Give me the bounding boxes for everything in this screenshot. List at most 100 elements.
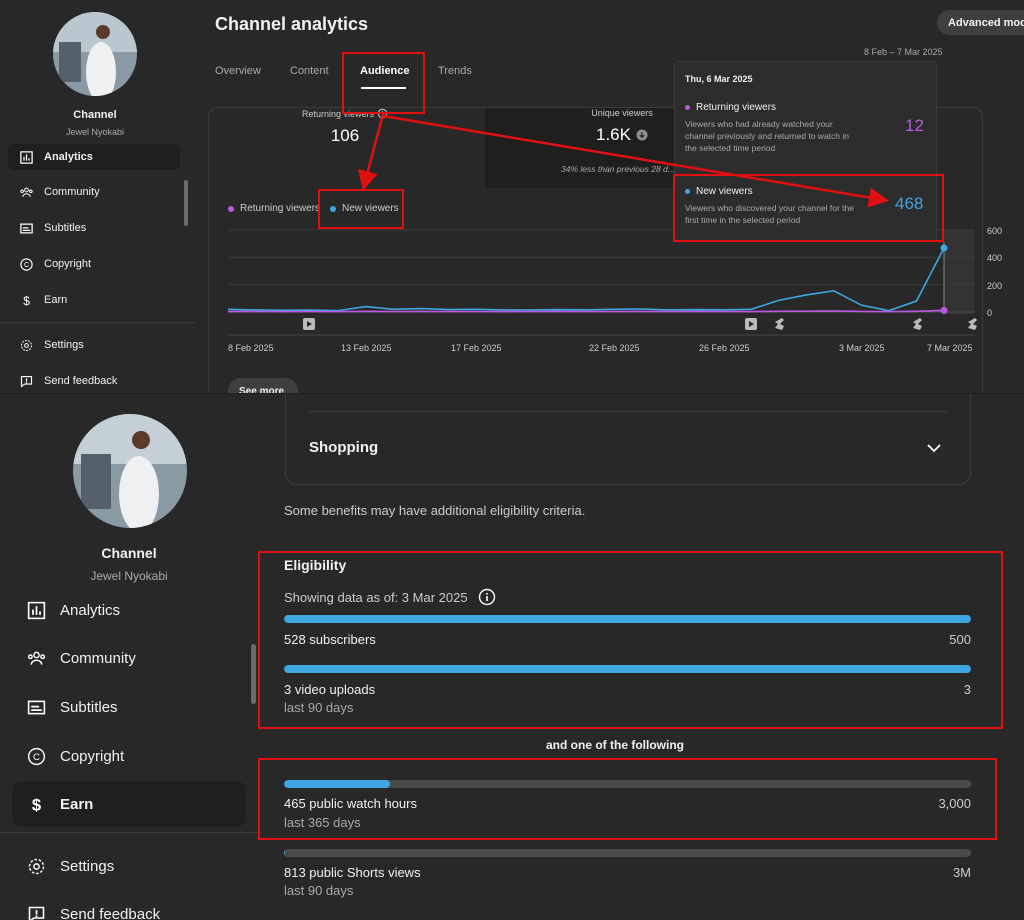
legend-returning[interactable]: Returning viewers xyxy=(228,203,320,214)
sidebar-item-subtitles[interactable]: Subtitles xyxy=(12,684,246,730)
sidebar-item-analytics[interactable]: Analytics xyxy=(8,144,180,170)
svg-text:$: $ xyxy=(31,795,40,814)
legend-new[interactable]: New viewers xyxy=(330,203,399,214)
sidebar-item-label: Settings xyxy=(60,857,115,875)
progress-fill xyxy=(284,615,971,623)
shorts-marker-icon[interactable] xyxy=(968,318,977,330)
sidebar-item-earn[interactable]: $ Earn xyxy=(12,781,246,827)
dollar-icon: $ xyxy=(8,293,44,308)
metric-label: Returning viewers xyxy=(301,108,375,119)
tab-active-indicator xyxy=(361,87,406,89)
shorts-views-label: 813 public Shorts views xyxy=(284,865,421,880)
see-more-button[interactable]: See more xyxy=(228,378,298,393)
sidebar-item-label: Send feedback xyxy=(60,905,161,920)
tab-content[interactable]: Content xyxy=(290,65,329,77)
progress-fill xyxy=(284,780,391,788)
shorts-marker-icon[interactable] xyxy=(913,318,922,330)
earn-screenshot: Channel Jewel Nyokabi Analytics Communit… xyxy=(0,393,1024,920)
analytics-icon xyxy=(12,600,60,621)
benefits-panel xyxy=(285,394,971,485)
x-tick-label: 13 Feb 2025 xyxy=(341,343,392,353)
sidebar-item-subtitles[interactable]: Subtitles xyxy=(8,215,180,241)
audience-card xyxy=(208,107,983,393)
channel-avatar[interactable] xyxy=(73,414,187,528)
tooltip-new-title: New viewers xyxy=(685,186,753,197)
sidebar-item-send-feedback[interactable]: Send feedback xyxy=(8,368,180,393)
feedback-icon xyxy=(8,374,44,389)
tooltip-label: New viewers xyxy=(696,186,753,197)
y-tick-label: 400 xyxy=(987,253,1003,263)
panel-divider xyxy=(309,411,947,412)
sidebar-item-label: Analytics xyxy=(60,601,121,619)
tooltip-new-desc: Viewers who discovered your channel for … xyxy=(685,203,854,225)
series-point-returning-viewers[interactable] xyxy=(940,306,948,314)
sidebar-scrollbar[interactable] xyxy=(251,644,256,704)
hover-band xyxy=(944,230,974,314)
benefits-note: Some benefits may have additional eligib… xyxy=(284,503,586,518)
sidebar-item-send-feedback[interactable]: Send feedback xyxy=(12,891,246,920)
shopping-section-title[interactable]: Shopping xyxy=(309,439,379,456)
highlight-new-viewers-tooltip xyxy=(673,174,944,242)
annotation-arrows xyxy=(358,113,889,208)
highlight-audience-tab xyxy=(342,52,425,114)
svg-text:C: C xyxy=(24,262,29,269)
tooltip-label: Returning viewers xyxy=(696,102,777,113)
video-marker-icon[interactable] xyxy=(303,318,315,330)
data-as-of-text: Showing data as of: 3 Mar 2025 xyxy=(284,589,468,605)
info-icon[interactable] xyxy=(478,588,496,606)
channel-name: Channel xyxy=(101,545,157,561)
sidebar-item-settings[interactable]: Settings xyxy=(8,332,180,358)
sidebar-item-analytics[interactable]: Analytics xyxy=(12,587,246,633)
sidebar-item-copyright[interactable]: C Copyright xyxy=(12,733,246,779)
analytics-screenshot: Channel Jewel Nyokabi Analytics Communit… xyxy=(0,0,1024,393)
uploads-target: 3 xyxy=(963,682,971,697)
shorts-views-period: last 90 days xyxy=(284,883,354,898)
sidebar-divider xyxy=(0,832,262,833)
shorts-views-target: 3M xyxy=(952,865,971,880)
metric-value: 1.6K xyxy=(596,125,631,144)
tooltip-returning-desc: Viewers who had already watched your cha… xyxy=(685,119,849,153)
video-marker-icon[interactable] xyxy=(745,318,757,330)
tooltip-date: Thu, 6 Mar 2025 xyxy=(685,74,753,84)
sidebar-item-label: Settings xyxy=(44,339,84,351)
uploads-period: last 90 days xyxy=(284,700,354,715)
advanced-mode-button[interactable]: Advanced mode xyxy=(937,10,1024,35)
chevron-down-icon[interactable] xyxy=(926,440,942,456)
shorts-marker-icon[interactable] xyxy=(775,318,784,330)
channel-owner: Jewel Nyokabi xyxy=(65,127,125,137)
feedback-icon xyxy=(12,904,60,920)
tooltip-returning-value: 12 xyxy=(905,116,924,135)
tab-overview[interactable]: Overview xyxy=(215,65,261,77)
sidebar-item-settings[interactable]: Settings xyxy=(12,843,246,889)
series-line-returning-viewers[interactable] xyxy=(227,309,945,313)
sidebar-item-label: Subtitles xyxy=(60,698,118,716)
channel-name: Channel xyxy=(73,109,117,121)
watch-hours-period: last 365 days xyxy=(284,815,361,830)
sidebar-item-community[interactable]: Community xyxy=(8,179,180,205)
sidebar-item-label: Copyright xyxy=(44,258,92,270)
data-as-of: Showing data as of: 3 Mar 2025 xyxy=(284,588,496,606)
x-tick-label: 22 Feb 2025 xyxy=(589,343,640,353)
sidebar-item-copyright[interactable]: C Copyright xyxy=(8,251,180,277)
sidebar-item-earn[interactable]: $ Earn xyxy=(8,287,180,313)
watch-hours-target: 3,000 xyxy=(938,796,971,811)
x-tick-label: 26 Feb 2025 xyxy=(699,343,750,353)
date-range[interactable]: 8 Feb – 7 Mar 2025 xyxy=(864,47,943,57)
unique-viewers-metric[interactable]: Unique viewers 1.6K xyxy=(572,108,672,145)
sidebar-item-label: Analytics xyxy=(44,151,93,163)
sidebar-scrollbar[interactable] xyxy=(184,180,188,226)
svg-text:C: C xyxy=(33,752,40,763)
sidebar-item-label: Earn xyxy=(60,795,94,813)
series-point-new-viewers[interactable] xyxy=(940,244,948,252)
tab-trends[interactable]: Trends xyxy=(438,65,472,77)
series-line-new-viewers[interactable] xyxy=(227,247,945,312)
sidebar-item-community[interactable]: Community xyxy=(12,635,246,681)
x-tick-label: 17 Feb 2025 xyxy=(451,343,502,353)
sidebar-item-label: Earn xyxy=(44,294,68,306)
tab-audience[interactable]: Audience xyxy=(360,65,410,77)
tooltip-new-value: 468 xyxy=(895,194,924,213)
copyright-icon: C xyxy=(12,746,60,767)
comparison-note: 34% less than previous 28 d... xyxy=(561,164,675,174)
subscribers-label: 528 subscribers xyxy=(284,632,376,647)
sidebar-item-label: Subtitles xyxy=(44,222,87,234)
